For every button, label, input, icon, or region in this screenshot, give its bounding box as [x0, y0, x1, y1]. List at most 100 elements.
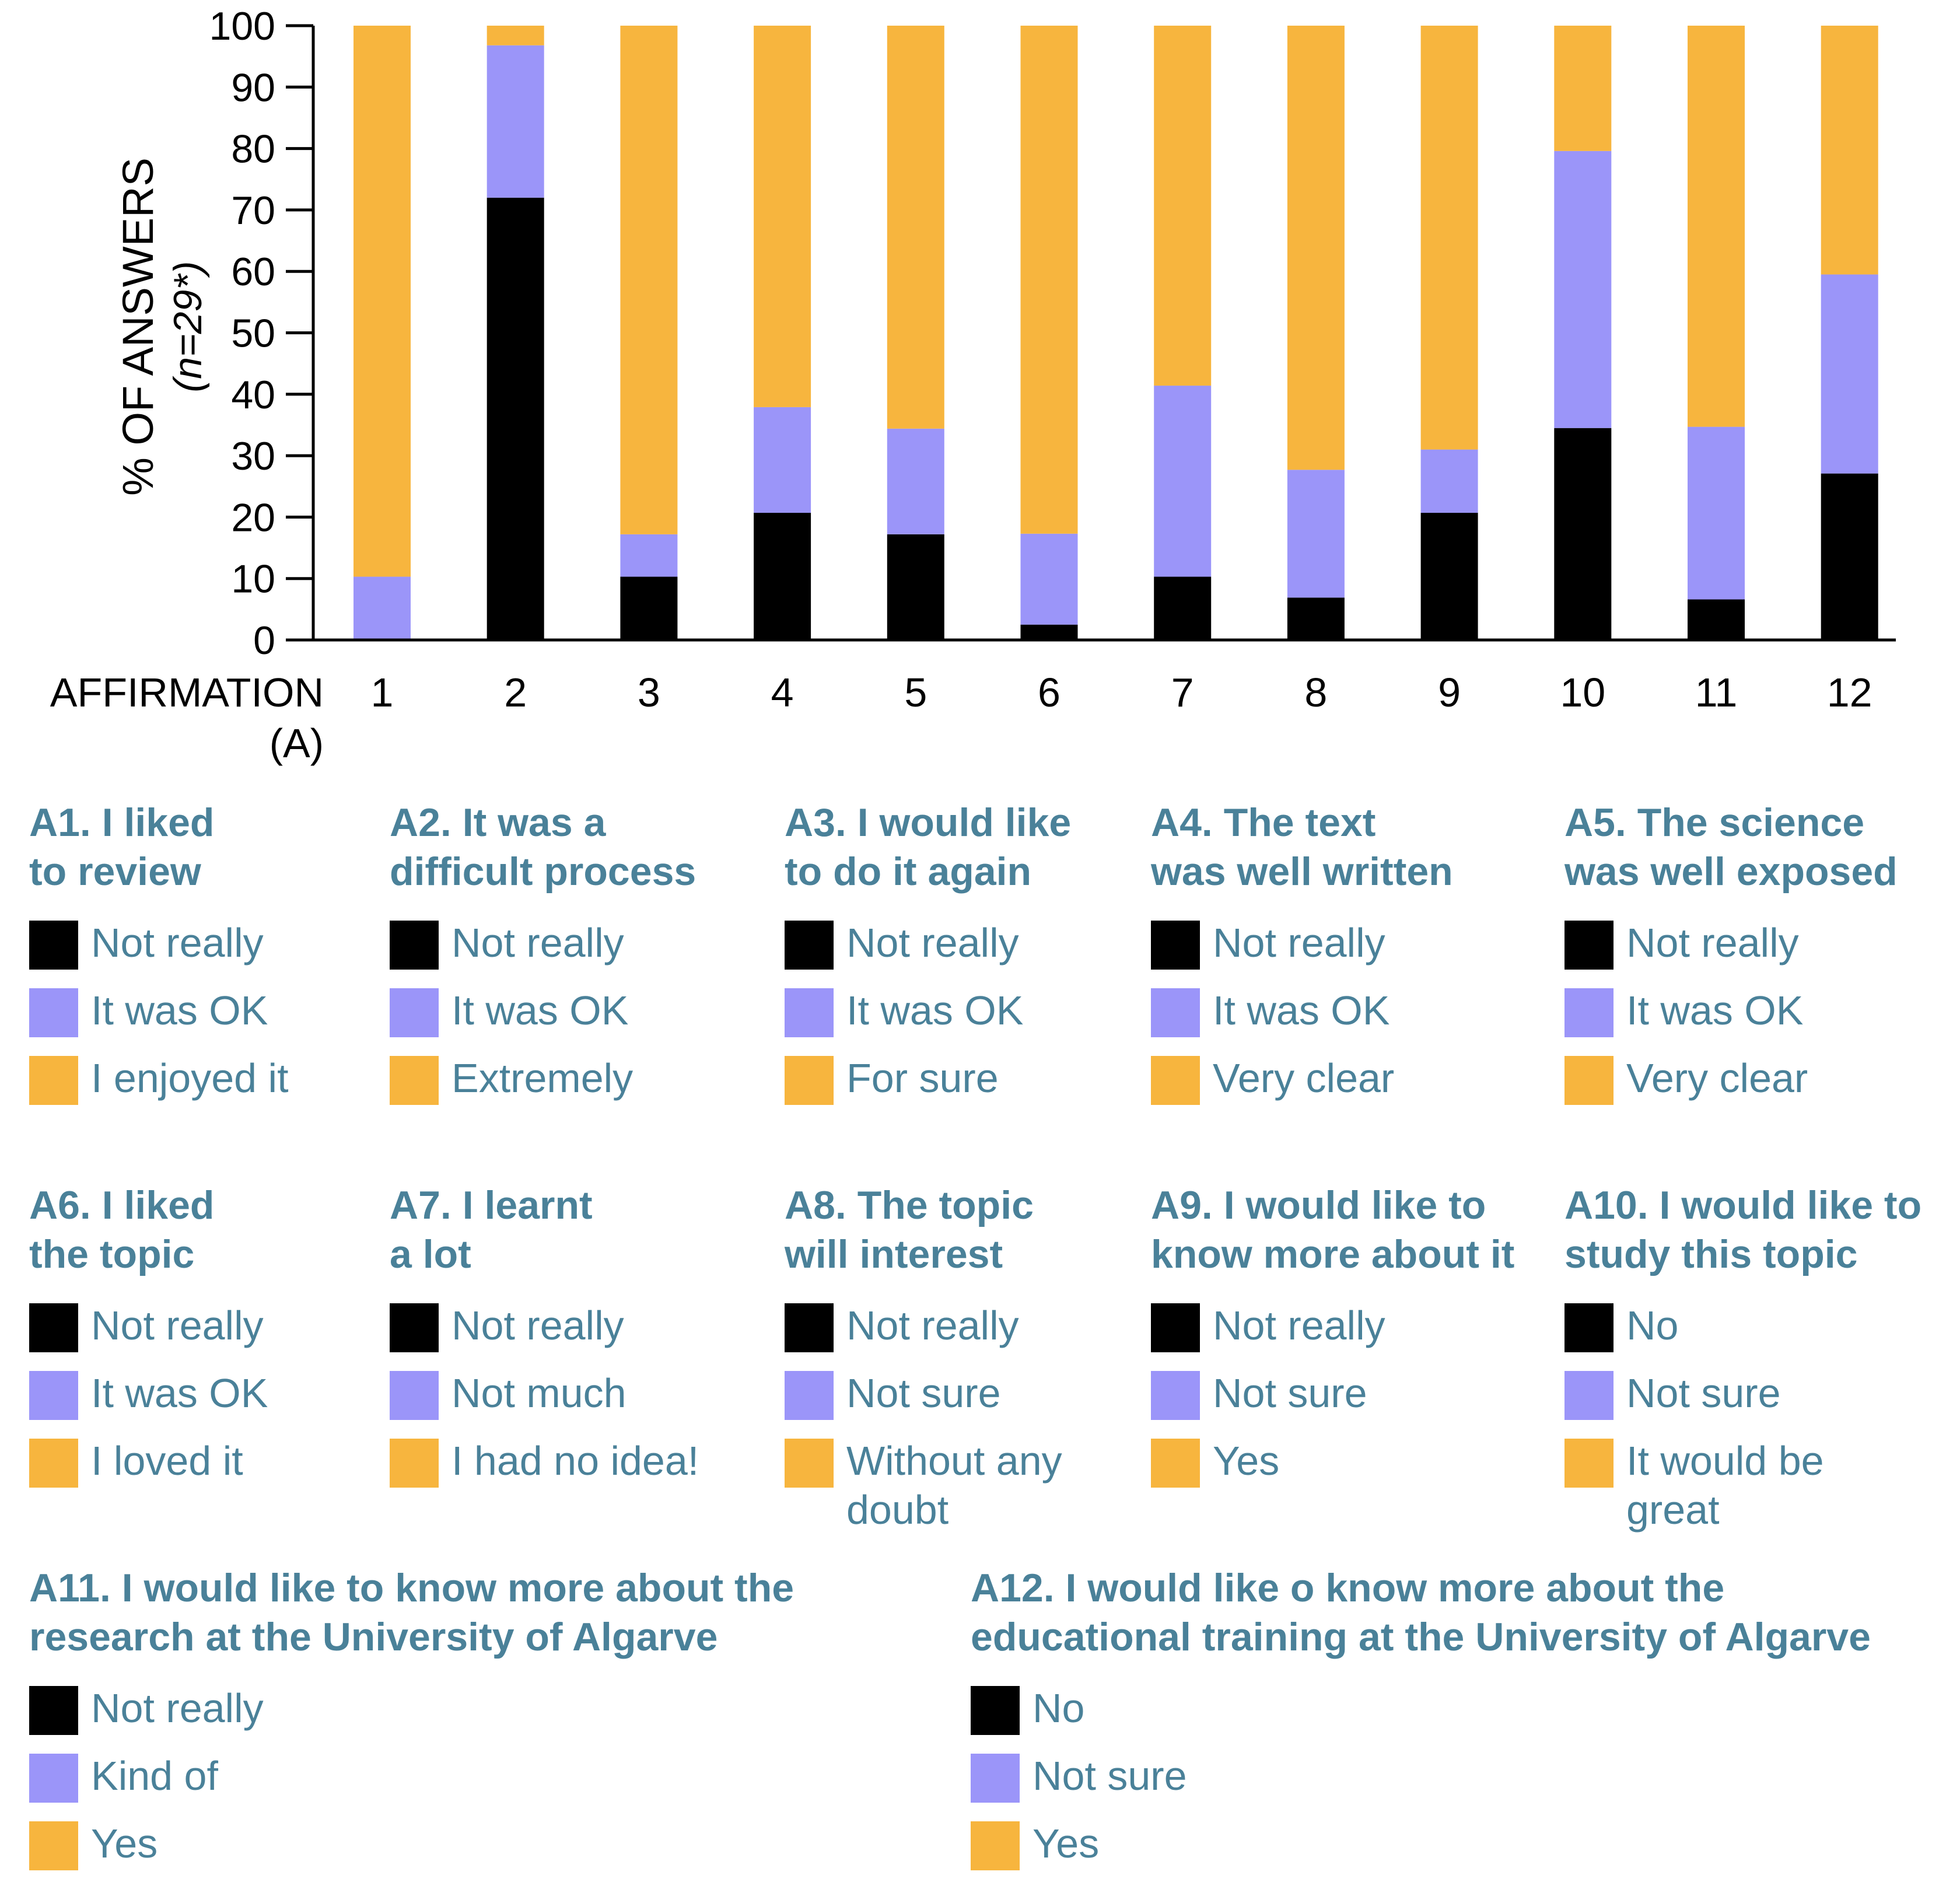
orange-swatch	[29, 1439, 78, 1488]
legend-item: For sure	[785, 1055, 1071, 1124]
legend-item: Without any doubt	[785, 1438, 1062, 1533]
bar-segment-12-s2	[1821, 274, 1878, 474]
bar-segment-6-s3	[1020, 26, 1078, 534]
legend-label: Yes	[1213, 1438, 1280, 1484]
legend-item: It was OK	[1564, 988, 1898, 1056]
legend-item: Kind of	[29, 1753, 794, 1821]
bar-segment-11-s2	[1688, 426, 1745, 600]
bar-segment-10-s3	[1554, 26, 1612, 151]
legend-label: For sure	[846, 1055, 999, 1101]
black-swatch	[1564, 1303, 1614, 1352]
y-tick-label: 10	[231, 557, 275, 601]
legend-label: Without any doubt	[846, 1438, 1062, 1533]
legend-a6: A6. I liked the topic Not really It was …	[29, 1181, 268, 1506]
legend-item: Not really	[1151, 1303, 1514, 1371]
legend-label: Not really	[91, 920, 264, 966]
bar-segment-9-s1	[1420, 513, 1478, 640]
y-tick-label: 0	[253, 618, 275, 663]
orange-swatch	[29, 1821, 78, 1870]
orange-swatch	[29, 1056, 78, 1105]
legend-a4: A4. The text was well written Not really…	[1151, 798, 1453, 1124]
legend-item: It was OK	[785, 988, 1071, 1056]
legend-a2: A2. It was a difficult process Not reall…	[390, 798, 696, 1124]
legend-label: I enjoyed it	[91, 1055, 289, 1101]
legend-label: Not really	[452, 920, 624, 966]
legend-item: Very clear	[1564, 1055, 1898, 1124]
legend-label: It was OK	[1626, 988, 1804, 1033]
bar-segment-1-s2	[354, 576, 411, 640]
legend-item: It was OK	[1151, 988, 1453, 1056]
purple-swatch	[1151, 988, 1200, 1037]
y-tick-label: 60	[231, 250, 275, 294]
bar-segment-12-s3	[1821, 26, 1878, 275]
legend-label: Extremely	[452, 1055, 634, 1101]
orange-swatch	[1151, 1056, 1200, 1105]
y-axis-subtitle: (n=29*)	[166, 261, 210, 393]
bar-segment-8-s1	[1287, 597, 1345, 640]
x-tick-label: 7	[1171, 670, 1194, 715]
legend-title-a1: A1. I liked to review	[29, 800, 215, 894]
legend-title-a10: A10. I would like to study this topic	[1564, 1183, 1922, 1276]
x-tick-label: 11	[1695, 670, 1738, 715]
purple-swatch	[390, 988, 439, 1037]
legend-a1: A1. I liked to review Not really It was …	[29, 798, 289, 1124]
legend-title-a7: A7. I learnt a lot	[390, 1183, 593, 1276]
legend-item: Not really	[1564, 920, 1898, 988]
legend-item: Not really	[29, 1685, 794, 1754]
orange-swatch	[971, 1821, 1020, 1870]
legend-title-a11: A11. I would like to know more about the…	[29, 1566, 794, 1659]
bar-segment-8-s2	[1287, 470, 1345, 598]
bar-segment-10-s2	[1554, 151, 1612, 428]
purple-swatch	[29, 1754, 78, 1803]
orange-swatch	[1151, 1439, 1200, 1488]
bar-segment-3-s2	[620, 534, 678, 577]
legend-a8: A8. The topic will interest Not really N…	[785, 1181, 1062, 1533]
y-tick-label: 30	[231, 434, 275, 478]
black-swatch	[971, 1686, 1020, 1735]
bar-segment-12-s1	[1821, 473, 1878, 640]
legend-label: I had no idea!	[452, 1438, 699, 1484]
legend-item: Not really	[1151, 920, 1453, 988]
legend-item: Not sure	[1151, 1370, 1514, 1439]
bar-segment-4-s1	[754, 513, 811, 640]
bar-segment-11-s3	[1688, 26, 1745, 427]
bar-segment-9-s2	[1420, 449, 1478, 513]
x-axis-title: AFFIRMATION	[50, 670, 324, 715]
legend-item: It was OK	[29, 988, 268, 1056]
legend-item: Not sure	[1564, 1370, 1922, 1439]
legend-label: I loved it	[91, 1438, 243, 1484]
purple-swatch	[29, 1371, 78, 1420]
legend-title-a9: A9. I would like to know more about it	[1151, 1183, 1515, 1276]
legend-item: Yes	[29, 1821, 794, 1889]
black-swatch	[785, 921, 834, 970]
bars-group	[354, 26, 1878, 641]
legend-item: Yes	[971, 1821, 1871, 1889]
bar-segment-8-s3	[1287, 26, 1345, 470]
bar-segment-5-s1	[887, 534, 944, 640]
legend-item: Not much	[390, 1370, 626, 1439]
legend-item: Not really	[785, 920, 1071, 988]
legend-item: Not really	[785, 1303, 1034, 1371]
legend-item: It was OK	[390, 988, 696, 1056]
legend-a12: A12. I would like o know more about the …	[971, 1563, 1871, 1889]
x-tick-label: 2	[504, 670, 527, 715]
bar-segment-4-s2	[754, 407, 811, 513]
bar-segment-5-s3	[887, 26, 944, 429]
purple-swatch	[785, 1371, 834, 1420]
x-tick-label: 5	[904, 670, 927, 715]
legend-label: Very clear	[1626, 1055, 1808, 1101]
legend-label: Yes	[1032, 1821, 1100, 1866]
legend-item: Very clear	[1151, 1055, 1453, 1124]
legend-title-a4: A4. The text was well written	[1151, 800, 1453, 894]
bar-segment-2-s1	[487, 197, 544, 641]
black-swatch	[390, 921, 439, 970]
legend-label: Not really	[1213, 1303, 1385, 1348]
legend-item: Not really	[29, 920, 264, 988]
legend-a11: A11. I would like to know more about the…	[29, 1563, 794, 1889]
legend-label: Kind of	[91, 1753, 218, 1799]
x-axis-title-line2: (A)	[270, 720, 324, 766]
legend-a3: A3. I would like to do it again Not real…	[785, 798, 1071, 1124]
legend-a9: A9. I would like to know more about it N…	[1151, 1181, 1514, 1506]
y-tick-label: 20	[231, 495, 275, 540]
